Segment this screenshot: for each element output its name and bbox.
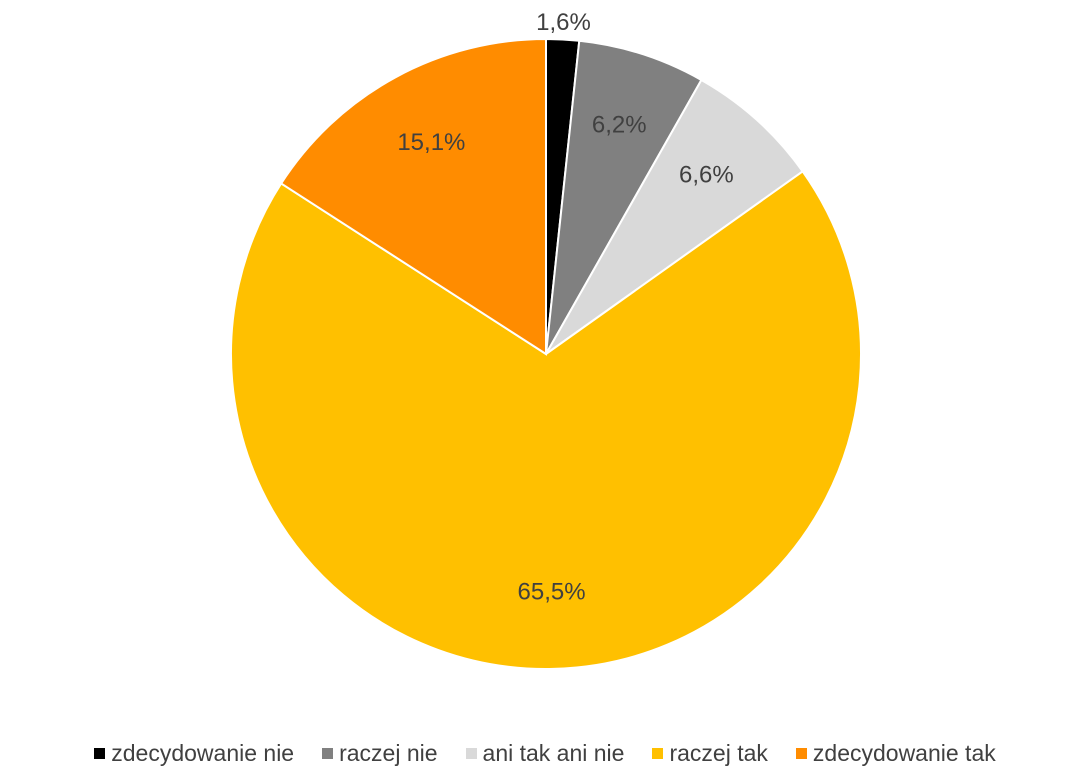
pie-slices — [230, 37, 862, 670]
legend-item-ani-tak-ani-nie: ani tak ani nie — [465, 739, 625, 767]
legend-label: zdecydowanie nie — [111, 739, 295, 766]
data-label-raczej-tak: 65,5% — [518, 579, 586, 606]
legend-item-zdecydowanie-tak: zdecydowanie tak — [795, 739, 996, 767]
legend-item-zdecydowanie-nie: zdecydowanie nie — [94, 740, 294, 767]
legend-item-raczej-nie: raczej nie — [322, 739, 438, 767]
data-label-raczej-nie: 6,2% — [592, 111, 647, 138]
pie-data-labels: 1,6% 6,2% 6,6% 65,5% 15,1% — [397, 9, 733, 606]
chart-legend: zdecydowanie nie raczej nie ani tak ani ni… — [0, 735, 1090, 771]
legend-label: raczej nie — [339, 739, 438, 766]
legend-label: ani tak ani nie — [482, 739, 625, 766]
data-label-ani-tak-ani-nie: 6,6% — [679, 162, 734, 189]
pie-slice-raczej-tak — [230, 169, 862, 670]
legend-swatch-zdecydowanie-nie — [94, 747, 106, 759]
pie-slice-raczej-nie — [545, 39, 703, 355]
data-label-zdecydowanie-tak: 15,1% — [397, 129, 465, 156]
legend-swatch-raczej-tak — [652, 747, 664, 759]
pie-slice-ani-tak-ani-nie — [545, 78, 805, 355]
legend-item-raczej-tak: raczej tak — [652, 739, 768, 767]
legend-swatch-ani-tak-ani-nie — [465, 747, 477, 759]
pie-slice-zdecydowanie-tak — [279, 37, 547, 356]
legend-label: raczej tak — [669, 739, 768, 766]
legend-swatch-raczej-nie — [322, 747, 334, 759]
data-label-zdecydowanie-nie: 1,6% — [536, 9, 591, 36]
legend-swatch-zdecydowanie-tak — [795, 747, 807, 759]
pie-chart: 1,6% 6,2% 6,6% 65,5% 15,1% — [230, 9, 862, 670]
legend-label: zdecydowanie tak — [812, 739, 996, 766]
